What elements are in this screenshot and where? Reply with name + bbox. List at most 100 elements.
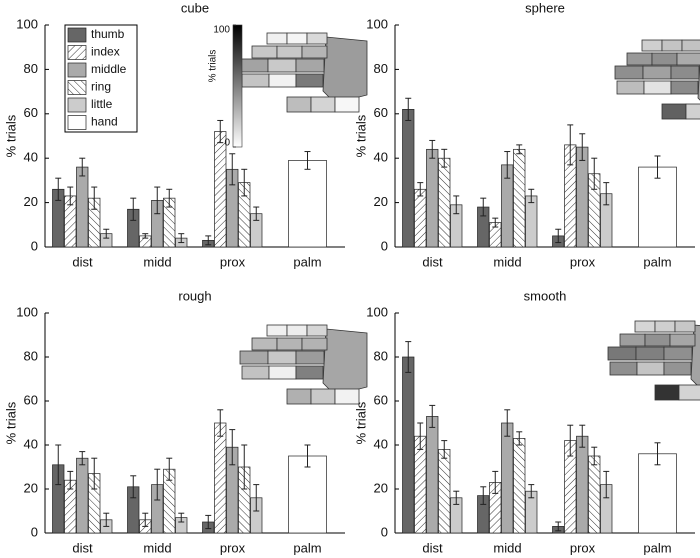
bar [438, 449, 451, 534]
hand-segment [609, 361, 638, 376]
error-bar [205, 235, 212, 246]
colorbar-label: % trials [208, 50, 219, 83]
hand-segment [266, 324, 288, 337]
error-bar [441, 148, 448, 168]
y-tick-label: 40 [374, 150, 388, 165]
hand-segment [626, 52, 653, 66]
hand-segment [239, 58, 269, 73]
colorbar-tick-label: 0 [224, 138, 230, 149]
error-bar [130, 197, 137, 221]
error-bar [166, 188, 173, 208]
hand-segment [651, 52, 678, 66]
bar [214, 422, 227, 534]
error-bar [654, 442, 661, 466]
error-bar [130, 475, 137, 499]
y-tick-label: 80 [24, 348, 38, 363]
error-bar [453, 195, 460, 215]
legend-label: middle [91, 62, 127, 76]
bar [638, 453, 677, 534]
hand-segment [241, 365, 270, 380]
error-bar [103, 228, 110, 239]
error-bar [67, 186, 74, 206]
bar [501, 422, 514, 534]
hand-palm [322, 36, 368, 104]
hand-segment [286, 32, 308, 45]
hand-segment [306, 324, 328, 337]
hand-segment [614, 65, 644, 80]
error-bar [417, 422, 424, 450]
hand-segment [251, 337, 278, 351]
x-tick-label: palm [643, 254, 671, 269]
x-tick-label: palm [293, 540, 321, 555]
legend-swatch [67, 27, 87, 43]
bar [438, 157, 451, 248]
error-bar [55, 177, 62, 201]
hand-segment [678, 384, 700, 401]
hand-segment [681, 39, 700, 52]
hand-segment [267, 58, 297, 73]
y-tick-label: 20 [24, 194, 38, 209]
hand-segment [306, 32, 328, 45]
error-bar [579, 424, 586, 448]
error-bar [142, 512, 149, 527]
x-tick-label: midd [493, 254, 521, 269]
y-axis-label: % trials [3, 401, 18, 444]
hand-segment [670, 80, 699, 95]
error-bar [453, 490, 460, 505]
bar [76, 457, 89, 534]
hand-segment [607, 346, 637, 361]
error-bar [603, 182, 610, 206]
legend-swatch [67, 80, 87, 95]
error-bar [142, 233, 149, 239]
hand-segment [286, 388, 312, 405]
hand-segment [267, 350, 297, 365]
legend-label: hand [91, 115, 118, 129]
hand-segment [685, 103, 700, 120]
hand-segment [301, 45, 328, 59]
error-bar [217, 409, 224, 437]
hand-palm [322, 328, 368, 396]
hand-segment [644, 333, 671, 347]
colorbar [232, 24, 243, 148]
error-bar [79, 451, 86, 466]
hand-segment [663, 346, 693, 361]
hand-segment [674, 320, 696, 333]
bar [402, 109, 415, 248]
error-bar [504, 409, 511, 437]
bar [288, 455, 327, 534]
error-bar [492, 470, 499, 494]
hand-segment [669, 333, 696, 347]
x-tick-label: prox [220, 254, 246, 269]
error-bar [654, 155, 661, 179]
error-bar [417, 182, 424, 197]
error-bar [154, 468, 161, 501]
x-tick-label: midd [143, 254, 171, 269]
y-tick-label: 100 [16, 16, 38, 31]
bar [588, 455, 601, 534]
error-bar [253, 206, 260, 221]
error-bar [405, 341, 412, 373]
error-bar [567, 424, 574, 457]
error-bar [555, 228, 562, 244]
hand-segment [642, 65, 672, 80]
error-bar [55, 444, 62, 486]
y-tick-label: 40 [24, 436, 38, 451]
error-bar [516, 144, 523, 155]
error-bar [178, 233, 185, 244]
error-bar [79, 157, 86, 177]
error-bar [91, 186, 98, 210]
hand-segment [295, 365, 324, 380]
error-bar [229, 429, 236, 466]
error-bar [441, 440, 448, 459]
bar [638, 166, 677, 248]
hand-segment [661, 39, 683, 52]
hand-segment [616, 80, 645, 95]
x-tick-label: dist [72, 254, 93, 269]
bar [76, 166, 89, 248]
error-bar [217, 119, 224, 144]
error-bar [603, 470, 610, 499]
error-bar [528, 188, 535, 204]
hand-segment [654, 320, 676, 333]
hand-segment [334, 388, 360, 405]
hand-segment [636, 361, 665, 376]
